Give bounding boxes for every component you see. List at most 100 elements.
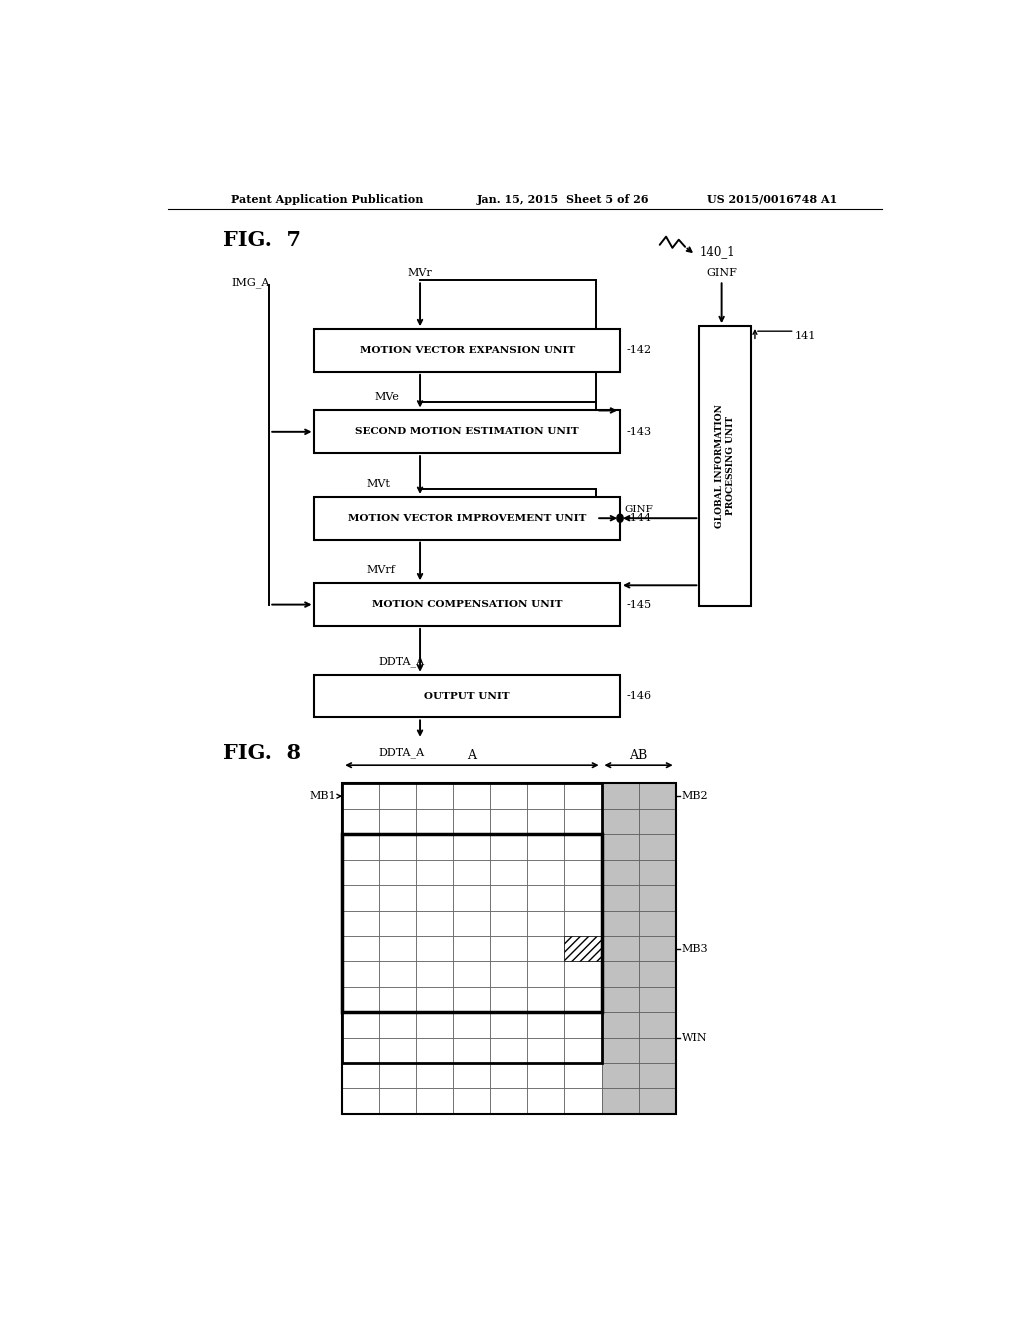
Bar [342, 911, 379, 936]
Bar [379, 809, 417, 834]
Bar [454, 834, 490, 859]
Bar [601, 834, 639, 859]
Bar [417, 987, 454, 1012]
Text: FIG.  8: FIG. 8 [223, 743, 301, 763]
Bar [601, 1063, 639, 1089]
Bar [417, 911, 454, 936]
Bar [342, 886, 379, 911]
Bar [490, 1038, 527, 1063]
Bar [417, 886, 454, 911]
Text: Patent Application Publication: Patent Application Publication [231, 194, 424, 205]
Text: MB2: MB2 [682, 791, 709, 801]
Bar [454, 1089, 490, 1114]
Bar [342, 1012, 601, 1063]
Text: -142: -142 [627, 346, 651, 355]
Bar [454, 961, 490, 987]
Bar [417, 809, 454, 834]
Bar [379, 1089, 417, 1114]
Bar [564, 936, 601, 961]
Bar [342, 1063, 379, 1089]
Bar [454, 1063, 490, 1089]
Bar [601, 1089, 639, 1114]
Bar [417, 961, 454, 987]
Bar [601, 784, 639, 809]
Bar [564, 1089, 601, 1114]
Text: MB3: MB3 [682, 944, 709, 953]
Bar [417, 859, 454, 886]
Bar [342, 1038, 379, 1063]
Text: MOTION COMPENSATION UNIT: MOTION COMPENSATION UNIT [372, 601, 562, 609]
Bar [527, 936, 564, 961]
Bar [639, 961, 676, 987]
Bar [639, 1089, 676, 1114]
Bar [454, 987, 490, 1012]
Bar [490, 961, 527, 987]
Text: GINF: GINF [624, 506, 652, 515]
Text: 141: 141 [795, 331, 816, 342]
Bar [490, 784, 527, 809]
Bar [417, 1063, 454, 1089]
Bar [527, 1089, 564, 1114]
Bar [342, 1012, 379, 1038]
Bar [379, 1038, 417, 1063]
Bar [490, 1063, 527, 1089]
Bar [639, 1063, 676, 1089]
Circle shape [616, 513, 624, 523]
Bar [527, 1063, 564, 1089]
Bar [454, 784, 490, 809]
Text: -144: -144 [627, 513, 651, 523]
Bar [342, 859, 379, 886]
Bar [490, 911, 527, 936]
Text: MVt: MVt [367, 479, 390, 488]
Bar [379, 1063, 417, 1089]
Bar [564, 961, 601, 987]
Bar [564, 886, 601, 911]
Bar [639, 936, 676, 961]
Bar [601, 809, 639, 834]
Bar [490, 809, 527, 834]
Bar [314, 583, 620, 626]
Bar [527, 784, 564, 809]
Bar [417, 936, 454, 961]
Bar [639, 834, 676, 859]
Text: MVr: MVr [408, 268, 432, 279]
Bar [417, 834, 454, 859]
Bar [314, 411, 620, 453]
Bar [314, 329, 620, 372]
Bar [564, 987, 601, 1012]
Text: GINF: GINF [707, 268, 737, 279]
Text: IMG_A: IMG_A [231, 277, 269, 288]
Bar [490, 987, 527, 1012]
Text: WIN: WIN [682, 1032, 708, 1043]
Bar [639, 809, 676, 834]
Text: MOTION VECTOR EXPANSION UNIT: MOTION VECTOR EXPANSION UNIT [359, 346, 574, 355]
Text: -146: -146 [627, 692, 651, 701]
Bar [490, 886, 527, 911]
Bar [379, 987, 417, 1012]
Bar [454, 886, 490, 911]
Bar [564, 859, 601, 886]
Text: SECOND MOTION ESTIMATION UNIT: SECOND MOTION ESTIMATION UNIT [355, 428, 580, 437]
Bar [564, 1038, 601, 1063]
Bar [639, 859, 676, 886]
Text: 140_1: 140_1 [699, 246, 735, 259]
Bar [564, 1012, 601, 1038]
Bar [527, 961, 564, 987]
Bar [699, 326, 751, 606]
Bar [601, 859, 639, 886]
Text: Jan. 15, 2015  Sheet 5 of 26: Jan. 15, 2015 Sheet 5 of 26 [477, 194, 649, 205]
Bar [314, 675, 620, 718]
Bar [490, 834, 527, 859]
Bar [454, 936, 490, 961]
Bar [639, 784, 676, 809]
Bar [342, 784, 676, 1114]
Text: AB: AB [630, 748, 647, 762]
Bar [379, 886, 417, 911]
Bar [342, 834, 379, 859]
Bar [601, 987, 639, 1012]
Bar [564, 911, 601, 936]
Bar [527, 911, 564, 936]
Bar [379, 1012, 417, 1038]
Text: DDTA_A: DDTA_A [378, 747, 424, 759]
Bar [601, 1012, 639, 1038]
